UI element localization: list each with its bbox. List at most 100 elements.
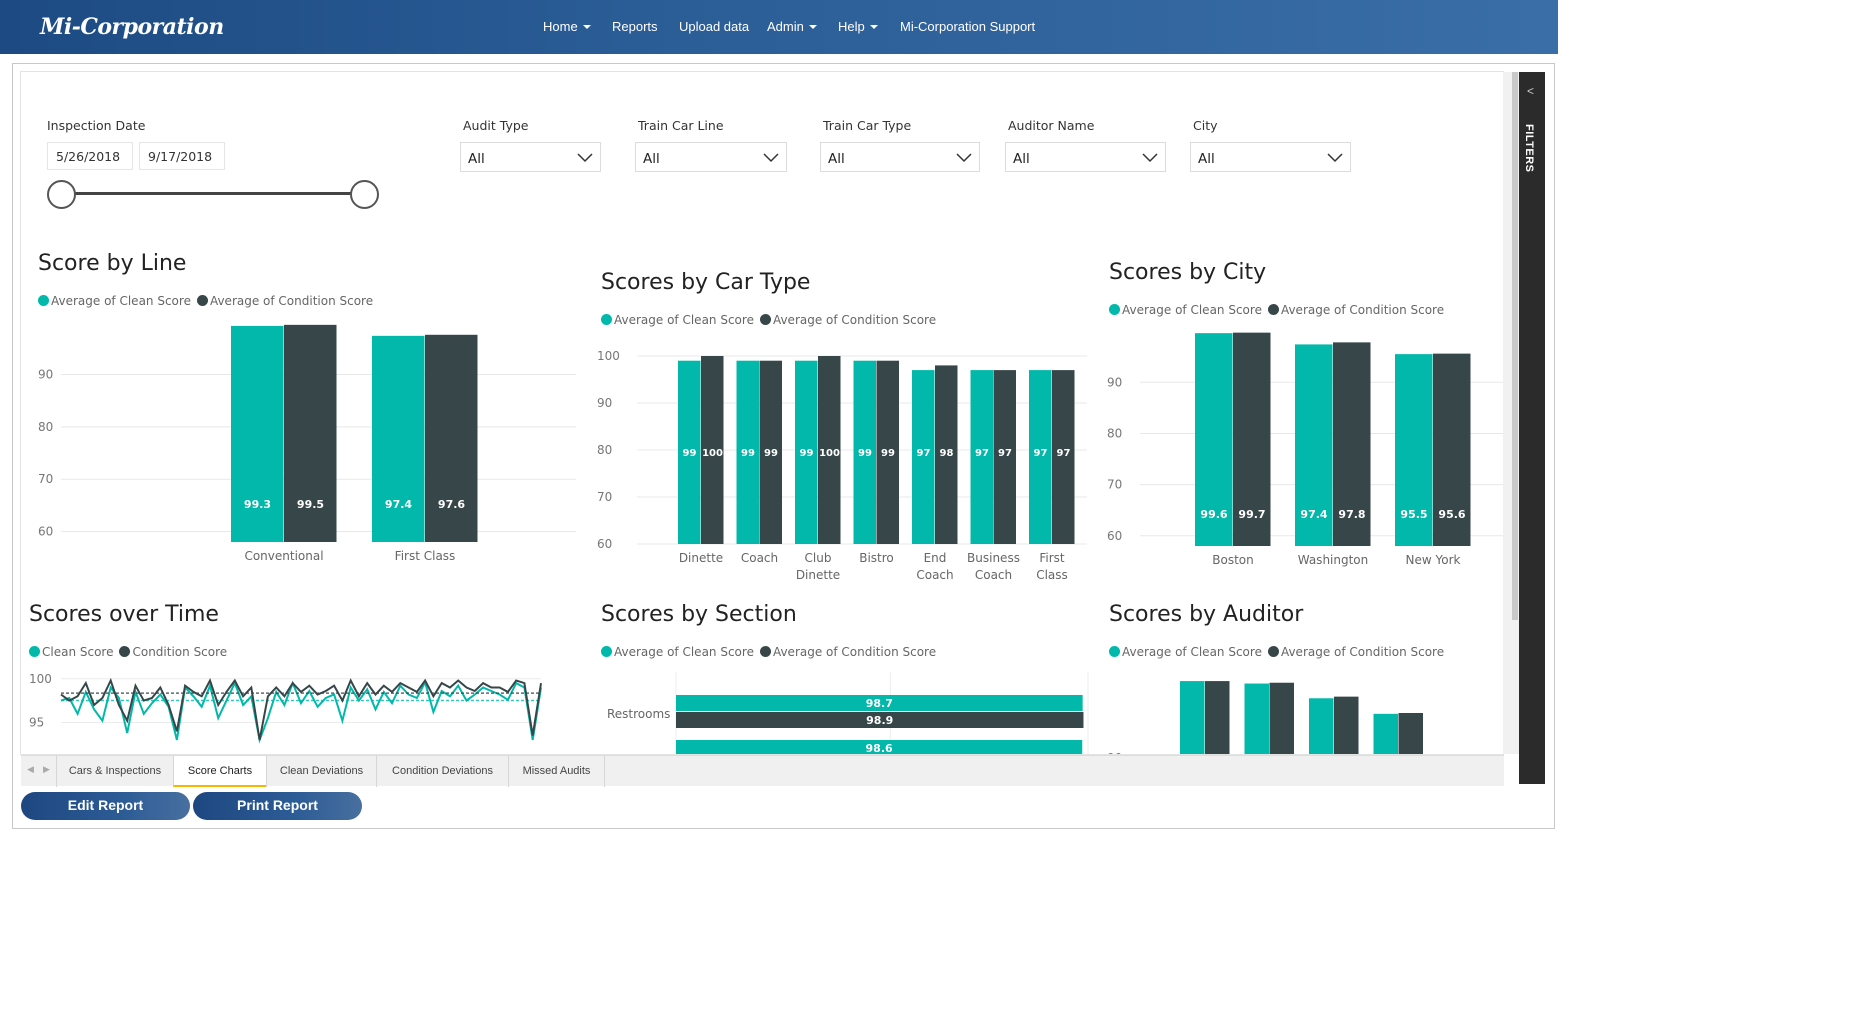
audit-type-dropdown[interactable]: All [460,142,601,172]
legend-clean-label: Average of Clean Score [51,294,191,308]
bar-condition [1269,682,1294,754]
bar-clean [1029,370,1052,544]
data-label: 97 [1034,448,1048,459]
chevron-down-icon [956,153,972,163]
chart-scores-over-time: 95 100 [29,672,542,744]
tab-scroll-left-icon[interactable]: ◀ [27,765,34,775]
y-tick-label: 90 [38,368,53,382]
bar-clean [231,325,284,542]
edit-report-button[interactable]: Edit Report [21,792,190,820]
bar-clean [853,360,876,544]
bar-clean [795,360,818,544]
x-tick-label: Coach [916,568,953,582]
bar-condition [1334,696,1359,754]
y-tick-label: 60 [1107,529,1122,543]
legend-dot-condition [1267,646,1279,657]
legend-clean-label: Average of Clean Score [614,645,754,659]
inspection-date-title: Inspection Date [47,118,146,133]
legend-dot-clean [38,295,49,306]
y-tick-label: 90 [1107,751,1122,755]
top-navbar: Mi-Corporation Home Reports Upload data … [0,0,1558,54]
x-tick-label: Washington [1298,553,1369,567]
page-tab-bar: ◀ ▶ Cars & Inspections Score Charts Clea… [21,755,1504,787]
bar-clean [1309,698,1334,754]
data-label: 100 [702,448,723,459]
data-label: 95.5 [1400,508,1427,521]
chevron-down-icon [763,153,779,163]
date-range-end-handle[interactable] [350,180,379,209]
auditor-name-dropdown[interactable]: All [1005,142,1166,172]
filters-pane[interactable]: < FILTERS [1519,72,1545,784]
tab-missed-audits[interactable]: Missed Audits [508,756,605,787]
scrollbar-thumb[interactable] [1512,72,1518,620]
date-range-start-handle[interactable] [47,180,76,209]
city-dropdown[interactable]: All [1190,142,1351,172]
x-tick-label: Club [805,551,832,565]
bar-clean [1373,713,1398,754]
chart-title-scores-by-car-type: Scores by Car Type [601,270,811,295]
end-date-input[interactable]: 9/17/2018 [139,142,225,170]
y-tick-label: 60 [597,537,612,551]
data-label: 97.4 [1300,508,1327,521]
bar-condition [1233,332,1271,546]
brand-logo[interactable]: Mi-Corporation [40,14,224,40]
train-car-line-dropdown[interactable]: All [635,142,787,172]
bar-condition [284,324,337,542]
tab-cars-inspections[interactable]: Cars & Inspections [56,756,173,787]
bar-clean [736,360,759,544]
chart-scores-by-city: 60 70 80 90 99.6 99.7 Boston 97.4 97.8 Washington… [1107,332,1503,567]
data-label: 99 [683,448,697,459]
chevron-down-icon [582,25,591,29]
start-date-input[interactable]: 5/26/2018 [47,142,133,170]
legend-scores-by-car-type: Average of Clean Score Average of Conditi… [601,313,936,327]
data-label: 99 [858,448,872,459]
nav-support-label: Mi-Corporation Support [900,19,1036,34]
tab-score-charts[interactable]: Score Charts [173,756,266,787]
date-range-slider-track[interactable] [62,192,366,195]
legend-dot-clean [1109,646,1120,657]
nav-reports[interactable]: Reports [612,19,658,34]
nav-help[interactable]: Help [838,19,878,34]
y-category-label: Restrooms [607,707,670,721]
tab-condition-deviations[interactable]: Condition Deviations [376,756,508,787]
tab-clean-deviations[interactable]: Clean Deviations [266,756,376,787]
nav-support[interactable]: Mi-Corporation Support [900,19,1035,34]
bar-condition [759,360,782,544]
chart-scores-by-car-type: 60 70 80 90 100 99 100 Dinette 99 99 Coach 99 100 Clu… [597,349,1087,582]
data-label: 97.8 [1338,508,1365,521]
auditor-name-title: Auditor Name [1008,118,1095,133]
data-label: 100 [819,448,840,459]
data-label: 97.6 [438,498,465,511]
y-tick-label: 100 [29,672,52,686]
nav-upload-label: Upload data [679,19,750,34]
legend-clean-label: Average of Clean Score [1122,645,1262,659]
chevron-left-icon[interactable]: < [1527,84,1535,98]
nav-home-label: Home [543,19,578,34]
y-tick-label: 100 [597,349,620,363]
x-tick-label: Conventional [244,549,323,563]
nav-admin[interactable]: Admin [767,19,817,34]
nav-upload-data[interactable]: Upload data [679,19,749,34]
x-tick-label: End [924,551,947,565]
nav-home[interactable]: Home [543,19,591,34]
legend-dot-condition [759,314,771,325]
x-tick-label: Coach [741,551,778,565]
legend-dot-condition [119,646,131,657]
bar-clean [1295,344,1333,546]
bar-condition [676,712,1084,728]
tab-scroll-right-icon[interactable]: ▶ [43,765,50,775]
y-tick-label: 60 [38,525,53,539]
data-label: 99 [800,448,814,459]
bar-condition [1433,353,1471,546]
y-tick-label: 90 [597,396,612,410]
train-car-type-dropdown[interactable]: All [820,142,980,172]
legend-condition-label: Average of Condition Score [1280,303,1445,317]
bar-condition [876,360,899,544]
y-tick-label: 70 [597,490,612,504]
print-report-button[interactable]: Print Report [193,792,362,820]
city-value: All [1198,151,1215,167]
legend-dot-clean [601,314,612,325]
x-tick-label: Dinette [796,568,840,582]
data-label: 99 [881,448,895,459]
chart-title-scores-by-city: Scores by City [1109,260,1267,285]
